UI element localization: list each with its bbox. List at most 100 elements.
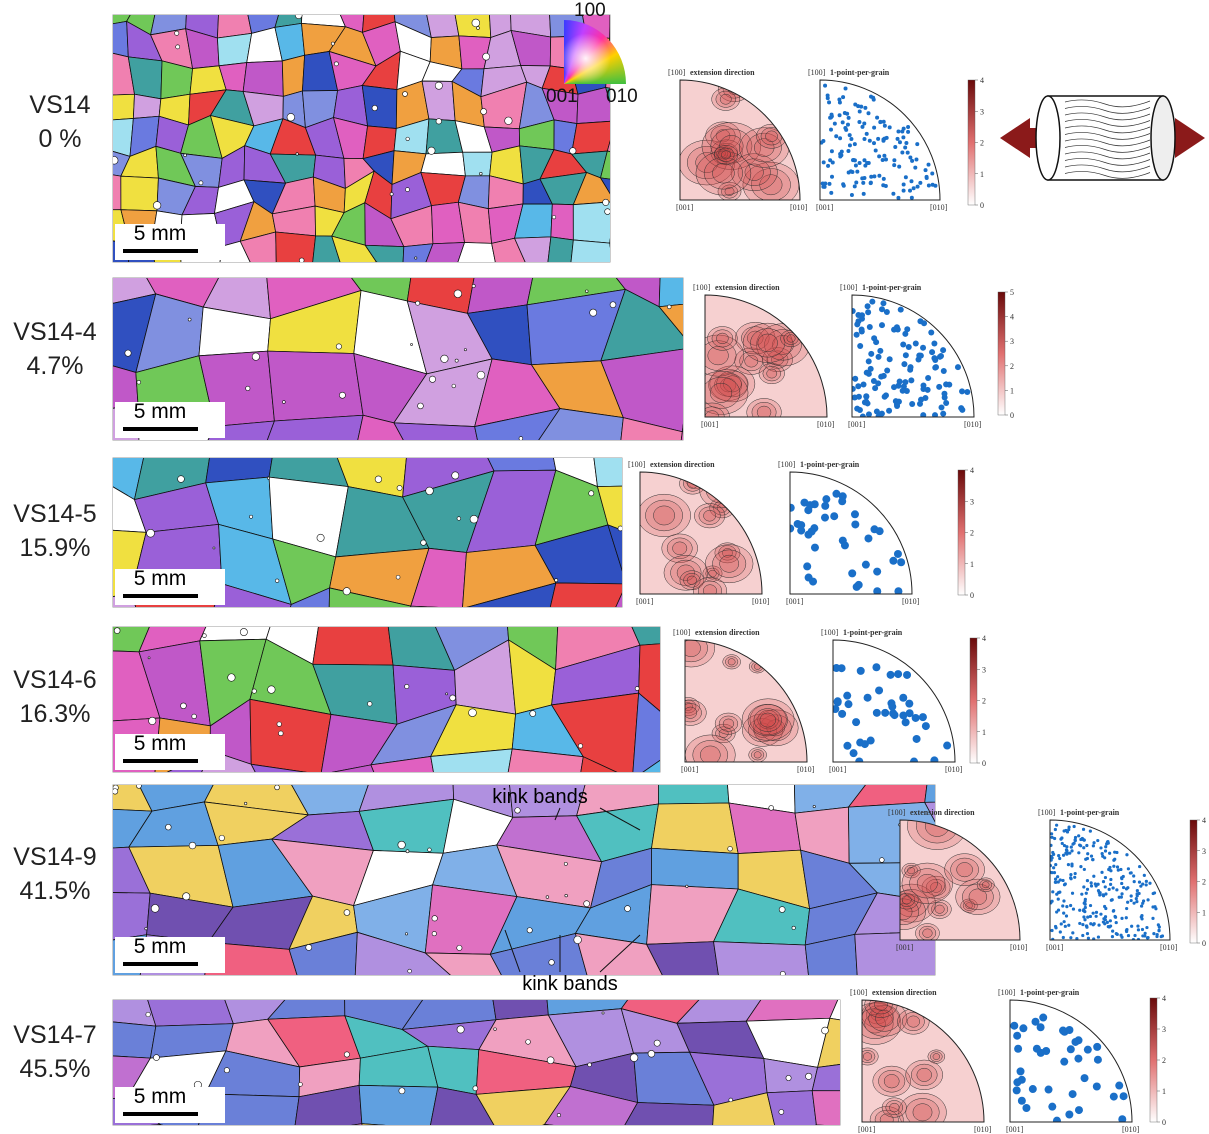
grain-point (891, 191, 896, 196)
grain (576, 87, 610, 124)
ipf-title: 1-point-per-grain (1060, 808, 1120, 817)
pore (601, 1011, 605, 1015)
annotation-line (599, 807, 641, 831)
grain-point (899, 711, 908, 720)
grain-point (1152, 891, 1157, 895)
grain-point (893, 549, 902, 558)
grain-point (909, 195, 914, 200)
scale-bar-label: 5 mm (134, 567, 187, 590)
pole-label: [001] (1046, 943, 1064, 952)
grain-point (1115, 888, 1119, 892)
grain (766, 1090, 817, 1125)
grain-point (926, 162, 931, 167)
density-contour (692, 472, 705, 484)
grain (538, 408, 624, 440)
grain (609, 242, 610, 248)
grain-point (1114, 920, 1118, 925)
grain (815, 1124, 825, 1125)
scale-bar (123, 427, 198, 431)
ipf-background (705, 295, 827, 417)
grain-point (840, 541, 849, 550)
pole-label: [010] (797, 765, 815, 774)
density-contour (753, 708, 782, 732)
grain-point (910, 158, 915, 163)
density-contour (700, 745, 721, 762)
grain-point (790, 503, 795, 512)
pole-label: [001] (701, 420, 719, 429)
pore (316, 533, 325, 542)
grain-point (1096, 935, 1101, 939)
grain-point (838, 136, 843, 141)
pore (343, 909, 351, 916)
grain-point (860, 124, 865, 129)
pore (587, 1062, 592, 1067)
ipf-title: 1-point-per-grain (800, 460, 860, 469)
texture-line (1064, 145, 1151, 153)
grain-point (843, 86, 848, 91)
pore (778, 1109, 785, 1115)
grain-point (1082, 867, 1086, 872)
grain (854, 931, 935, 975)
grain-point (1100, 852, 1104, 856)
grain-point (829, 114, 834, 119)
density-contour (750, 328, 786, 358)
density-contour (965, 902, 973, 909)
grain-point (882, 153, 887, 158)
grain-point (866, 736, 875, 745)
density-contour (711, 329, 734, 348)
grain-point (865, 309, 872, 316)
pore (124, 349, 132, 357)
pore (525, 1039, 531, 1045)
colorbar (1189, 819, 1198, 944)
colorbar-tick-label: 2 (1010, 362, 1014, 371)
scale-bar-label: 5 mm (134, 1085, 187, 1108)
grain-point (1086, 936, 1091, 940)
grain (624, 1102, 715, 1125)
grain (430, 748, 513, 772)
density-contour (715, 90, 736, 108)
pore (480, 108, 487, 115)
pore (585, 289, 589, 293)
grain-point (1106, 841, 1110, 845)
colorbar-tick-label: 1 (1010, 386, 1014, 395)
grain-point (1135, 892, 1139, 896)
density-contour (916, 1067, 932, 1082)
density-contour (705, 340, 737, 371)
grain-point (916, 400, 923, 407)
grain-point (881, 708, 890, 717)
grain-point (1056, 875, 1060, 879)
pore (456, 1025, 465, 1034)
grain-point (1065, 1110, 1074, 1119)
grain-point (1067, 825, 1071, 829)
grain (924, 785, 935, 803)
pore (785, 1075, 792, 1081)
density-contour (950, 857, 979, 882)
grain-point (1082, 901, 1086, 905)
grain-point (872, 174, 877, 179)
pole-label: [001] (676, 203, 694, 212)
pole-figure (640, 472, 762, 594)
grain (474, 407, 561, 440)
grain-point (1091, 923, 1095, 927)
pore (239, 628, 248, 636)
grain-point (902, 379, 909, 386)
grain-point (1152, 932, 1156, 936)
pole-label: [100] (821, 628, 839, 637)
grain-point (1110, 898, 1114, 902)
grain-point (863, 163, 868, 168)
density-contour (934, 1000, 973, 1025)
pore (402, 91, 408, 97)
density-contour (979, 879, 993, 891)
grain-point (840, 120, 845, 125)
grain-point (1052, 871, 1057, 875)
grain-point (1115, 850, 1119, 855)
pore (415, 300, 421, 306)
pole-label: [100] (668, 68, 686, 77)
grain (266, 414, 364, 440)
pore (339, 391, 346, 399)
grain-point (1092, 841, 1096, 845)
grain-point (1115, 1081, 1124, 1090)
grain-point (1116, 868, 1120, 872)
density-contour (737, 158, 771, 186)
grain (932, 994, 1015, 1036)
